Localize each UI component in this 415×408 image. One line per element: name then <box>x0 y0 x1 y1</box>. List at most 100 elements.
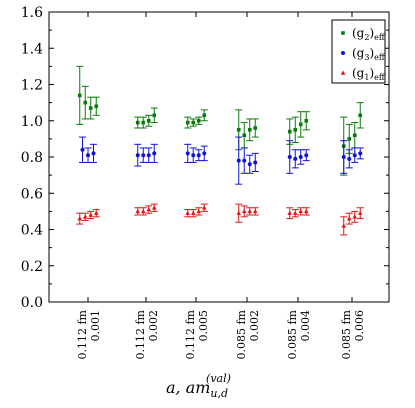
data-point <box>202 113 207 118</box>
y-tick-label: 1.0 <box>21 114 43 130</box>
x-category-label-am: 0.002 <box>248 310 261 342</box>
data-point <box>196 118 201 123</box>
x-axis: 0.112 fm 0.001 0.112 fm 0.002 0.112 fm 0.005 0… <box>76 12 366 360</box>
data-point <box>252 208 258 214</box>
data-point <box>141 153 146 158</box>
data-point <box>358 151 363 156</box>
y-tick-label: 0.6 <box>21 186 43 202</box>
data-point <box>357 210 363 215</box>
data-point <box>196 208 202 214</box>
data-point <box>242 158 247 163</box>
data-point <box>83 100 88 105</box>
data-point <box>293 128 298 132</box>
x-category-label-am: 0.002 <box>147 310 160 342</box>
x-axis-label-main: a, am <box>166 378 210 397</box>
data-point <box>146 153 151 158</box>
data-point <box>82 214 88 219</box>
data-point <box>298 155 303 159</box>
data-point <box>347 156 352 161</box>
data-point <box>236 158 241 163</box>
data-point <box>253 126 258 130</box>
data-point <box>152 151 157 156</box>
y-tick-label: 0.0 <box>21 295 43 311</box>
data-point <box>236 128 241 132</box>
y-tick-label: 0.8 <box>21 150 43 166</box>
legend-marker <box>340 70 346 75</box>
data-point <box>135 208 141 214</box>
data-point <box>202 151 207 156</box>
data-point <box>190 210 196 215</box>
data-point <box>292 210 298 215</box>
x-category-label-a: 0.112 fm <box>134 309 147 359</box>
y-tick-label: 1.4 <box>21 41 43 57</box>
data-point <box>347 137 352 141</box>
data-point <box>91 151 96 156</box>
data-point <box>341 155 346 159</box>
data-point <box>185 151 190 156</box>
data-point <box>88 212 94 217</box>
data-point <box>247 208 253 214</box>
data-point <box>304 153 309 158</box>
data-point <box>152 113 157 118</box>
x-axis-label-sup: (val) <box>206 372 231 385</box>
legend-box <box>331 19 386 84</box>
data-point <box>196 153 201 158</box>
x-category-label-am: 0.006 <box>353 310 366 342</box>
data-point <box>185 120 190 125</box>
y-tick-label: 0.2 <box>21 259 43 275</box>
data-point <box>247 128 252 132</box>
x-category-label-a: 0.085 fm <box>286 309 299 359</box>
y-tick-label: 1.6 <box>21 5 43 21</box>
legend: (g2)eff (g3)eff (g1)eff <box>331 19 386 84</box>
data-point <box>293 156 298 161</box>
data-point <box>247 162 252 167</box>
data-point <box>304 118 309 123</box>
x-category-label-am: 0.001 <box>89 310 102 342</box>
x-category-label-a: 0.112 fm <box>184 309 197 359</box>
data-point <box>185 210 191 215</box>
legend-label: (g1)eff <box>352 66 386 82</box>
data-point <box>346 216 352 221</box>
legend-marker <box>341 51 345 55</box>
x-category-label-a: 0.085 fm <box>340 309 353 359</box>
data-point <box>253 160 258 165</box>
data-point <box>303 208 309 214</box>
series-3 <box>76 203 364 236</box>
data-point <box>135 153 140 158</box>
data-point <box>93 210 99 215</box>
data-point <box>94 104 99 109</box>
data-point <box>201 205 207 210</box>
data-point <box>151 205 157 210</box>
data-point <box>241 208 247 214</box>
series-1 <box>76 65 364 176</box>
data-point <box>352 133 357 138</box>
data-point <box>77 216 83 221</box>
y-axis: 0.0 0.2 0.4 0.6 0.8 1.0 1.2 1.4 1.6 <box>21 5 389 311</box>
data-point <box>352 153 357 158</box>
data-point <box>298 122 303 127</box>
y-tick-label: 1.2 <box>21 78 43 94</box>
data-point <box>88 106 93 110</box>
data-point <box>298 208 304 214</box>
x-axis-label: a, amu,d (val) <box>166 372 231 400</box>
data-point <box>352 214 358 219</box>
data-point <box>140 208 146 214</box>
data-point <box>191 153 196 158</box>
legend-label: (g2)eff <box>352 26 386 42</box>
data-point <box>146 207 152 212</box>
data-point <box>135 120 140 125</box>
x-category-label-a: 0.112 fm <box>76 309 89 359</box>
data-point <box>341 223 347 228</box>
data-point <box>146 118 151 123</box>
data-point <box>287 129 292 134</box>
series-2 <box>79 136 364 185</box>
data-point <box>358 113 363 118</box>
data-point <box>191 120 196 125</box>
legend-label: (g3)eff <box>352 46 386 62</box>
series-layer <box>76 65 364 236</box>
data-point <box>236 210 242 215</box>
data-point <box>77 93 82 98</box>
x-category-label-a: 0.085 fm <box>235 309 248 359</box>
data-point <box>86 153 90 158</box>
